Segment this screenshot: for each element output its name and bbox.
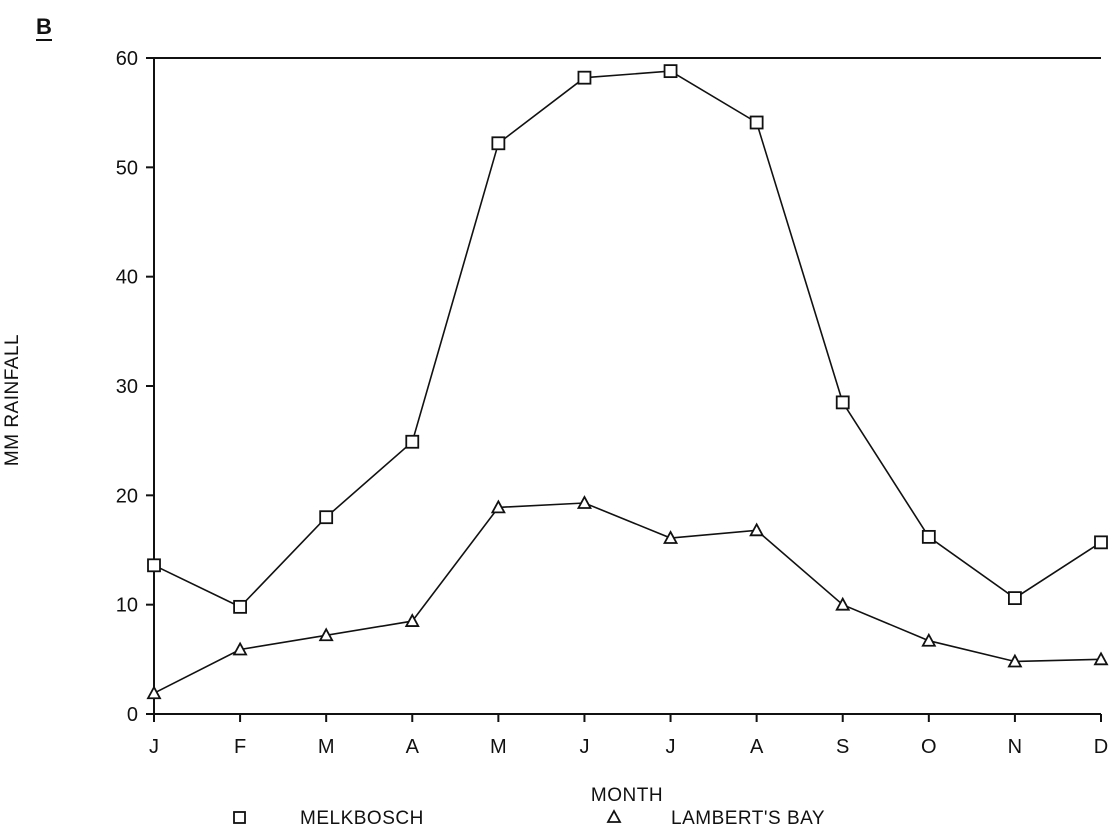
x-tick-label: S [836, 736, 849, 758]
data-point-triangle [576, 495, 592, 509]
data-point-square [1008, 591, 1022, 606]
series-markers [146, 64, 1109, 700]
data-point-square [577, 70, 592, 85]
axes [153, 57, 1101, 715]
data-point-square [147, 558, 161, 573]
x-tick-label: A [750, 736, 764, 758]
x-tick-label: J [666, 736, 676, 758]
y-axis-title: MM RAINFALL [2, 334, 23, 466]
x-tick-label: F [234, 736, 246, 758]
x-tick-label: M [318, 736, 335, 758]
series-line-1 [153, 502, 1102, 694]
data-point-triangle [146, 685, 162, 700]
data-point-triangle [921, 632, 937, 647]
x-tick-label: D [1094, 736, 1108, 758]
y-tick-label: 30 [116, 376, 138, 398]
data-point-triangle [318, 627, 334, 642]
data-point-triangle [663, 530, 679, 544]
data-point-triangle [835, 596, 851, 611]
x-tick-label: O [921, 736, 937, 758]
panel-label: B [36, 14, 52, 39]
data-point-square [405, 434, 420, 449]
legend-square-marker [233, 811, 246, 824]
y-tick-label: 40 [116, 267, 138, 289]
data-point-square [921, 529, 936, 544]
y-tick-label: 10 [116, 595, 138, 617]
data-point-square [835, 395, 850, 410]
legend-triangle-marker [606, 809, 622, 823]
x-axis-title: MONTH [591, 785, 663, 806]
series-lines [153, 70, 1102, 694]
data-point-triangle [749, 522, 765, 537]
x-tick-label: N [1008, 736, 1022, 758]
y-tick-label: 20 [116, 485, 138, 507]
legend-label-melkbosch: MELKBOSCH [300, 808, 424, 829]
data-point-square [663, 64, 678, 79]
y-tick-label: 60 [116, 48, 138, 70]
data-point-triangle [232, 641, 248, 656]
y-tick-label: 50 [116, 157, 138, 179]
legend-item-melkbosch: MELKBOSCH [233, 808, 424, 829]
x-tick-label: M [490, 736, 507, 758]
y-tick-label: 0 [127, 704, 138, 726]
data-point-triangle [404, 613, 420, 627]
data-point-square [233, 599, 247, 614]
series-line-0 [153, 70, 1102, 608]
legend-label-lamberts-bay: LAMBERT'S BAY [671, 808, 825, 829]
x-tick-label: J [579, 736, 589, 758]
legend-item-lamberts-bay: LAMBERT'S BAY [606, 808, 825, 829]
x-tick-label: J [149, 736, 159, 758]
x-tick-label: A [406, 736, 420, 758]
legend: MELKBOSCH LAMBERT'S BAY [233, 808, 825, 829]
data-point-square [749, 115, 764, 130]
data-point-square [1094, 535, 1108, 550]
data-point-triangle [490, 499, 506, 514]
plot-frame [153, 57, 1101, 715]
y-axis-ticks: 0 10 20 30 40 50 60 [116, 48, 154, 726]
data-point-square [491, 136, 506, 151]
data-point-triangle [1007, 653, 1023, 668]
data-point-triangle [1093, 651, 1109, 666]
data-point-square [319, 510, 334, 525]
